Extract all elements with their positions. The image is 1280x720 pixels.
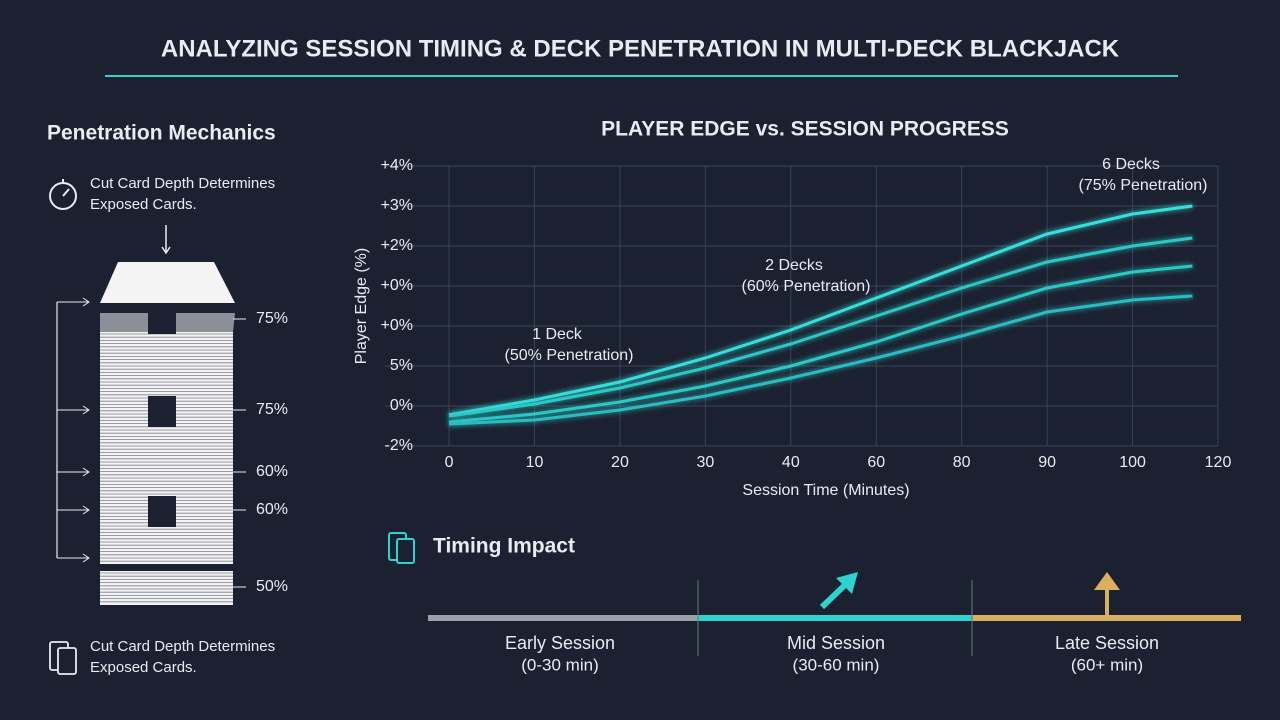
card-icon xyxy=(49,641,77,675)
series-line xyxy=(448,204,1193,417)
card-marker xyxy=(148,303,176,334)
phase-name: Early Session xyxy=(505,633,615,653)
timing-heading: Timing Impact xyxy=(433,535,575,558)
series-line xyxy=(449,294,1193,426)
phase-range: (0-30 min) xyxy=(521,655,598,674)
page-title: ANALYZING SESSION TIMING & DECK PENETRAT… xyxy=(161,35,1120,62)
level-label: 50% xyxy=(256,578,288,595)
phase-range: (60+ min) xyxy=(1071,655,1143,674)
x-tick-label: 120 xyxy=(1205,454,1232,471)
chart-title: PLAYER EDGE vs. SESSION PROGRESS xyxy=(601,118,1009,141)
caption-top-line: Exposed Cards. xyxy=(90,196,197,213)
level-label: 75% xyxy=(256,310,288,327)
y-tick-label: +3% xyxy=(381,197,413,214)
x-tick-label: 30 xyxy=(696,454,714,471)
annotation: 6 Decks xyxy=(1102,156,1160,173)
x-axis-label: Session Time (Minutes) xyxy=(742,482,909,499)
level-label: 75% xyxy=(256,401,288,418)
x-tick-label: 20 xyxy=(611,454,629,471)
x-tick-label: 90 xyxy=(1038,454,1056,471)
deck-marks: 75% 75% 60% 60% 50% xyxy=(57,297,288,595)
y-tick-label: +0% xyxy=(381,317,413,334)
x-tick-label: 10 xyxy=(526,454,544,471)
deck-stack xyxy=(100,303,233,605)
level-label: 60% xyxy=(256,463,288,480)
caption-bottom-line: Exposed Cards. xyxy=(90,659,197,676)
level-arrow-head xyxy=(82,467,90,477)
caption-top-line: Cut Card Depth Determines xyxy=(90,175,275,192)
up-arrow xyxy=(1094,572,1120,615)
phase-name: Mid Session xyxy=(787,633,885,653)
annotation-sub: (75% Penetration) xyxy=(1079,177,1208,194)
phases: Early Session (0-30 min) Mid Session (30-60… xyxy=(505,633,1159,675)
x-tick-label: 60 xyxy=(867,454,885,471)
level-label: 60% xyxy=(256,501,288,518)
phase-range: (30-60 min) xyxy=(793,655,880,674)
card-marker xyxy=(148,496,176,527)
deck-body xyxy=(100,571,233,605)
level-arrow-head xyxy=(82,405,90,415)
timing-icon xyxy=(388,532,415,564)
rising-arrow xyxy=(819,572,858,610)
card-marker xyxy=(148,396,176,427)
y-tick-label: +4% xyxy=(381,157,413,174)
y-tick-label: +2% xyxy=(381,237,413,254)
y-tick-label: 5% xyxy=(390,357,413,374)
series-line xyxy=(448,236,1193,418)
annotation: 2 Decks xyxy=(765,257,823,274)
caption-bottom-line: Cut Card Depth Determines xyxy=(90,638,275,655)
x-tick-label: 0 xyxy=(445,454,454,471)
phase-name: Late Session xyxy=(1055,633,1159,653)
x-tick-label: 40 xyxy=(782,454,800,471)
level-arrow-head xyxy=(82,297,90,307)
x-tick-label: 80 xyxy=(953,454,971,471)
chart: -2% 0% 5% +0% +0% +2% +3% +4% 0 10 20 30 40 60 80 90 100… xyxy=(381,156,1232,471)
y-tick-label: 0% xyxy=(390,397,413,414)
annotation-sub: (60% Penetration) xyxy=(742,278,871,295)
down-arrow xyxy=(161,225,171,255)
level-arrow-head xyxy=(82,553,90,563)
y-tick-label: +0% xyxy=(381,277,413,294)
y-tick-label: -2% xyxy=(385,437,413,454)
annotation: 1 Deck xyxy=(532,326,583,343)
series-line xyxy=(448,264,1193,424)
x-tick-label: 100 xyxy=(1119,454,1146,471)
cut-card xyxy=(100,262,235,303)
annotation-sub: (50% Penetration) xyxy=(505,347,634,364)
timer-icon xyxy=(49,179,77,210)
panel-heading: Penetration Mechanics xyxy=(47,122,276,145)
level-arrow-head xyxy=(82,505,90,515)
y-axis-label: Player Edge (%) xyxy=(353,248,370,365)
